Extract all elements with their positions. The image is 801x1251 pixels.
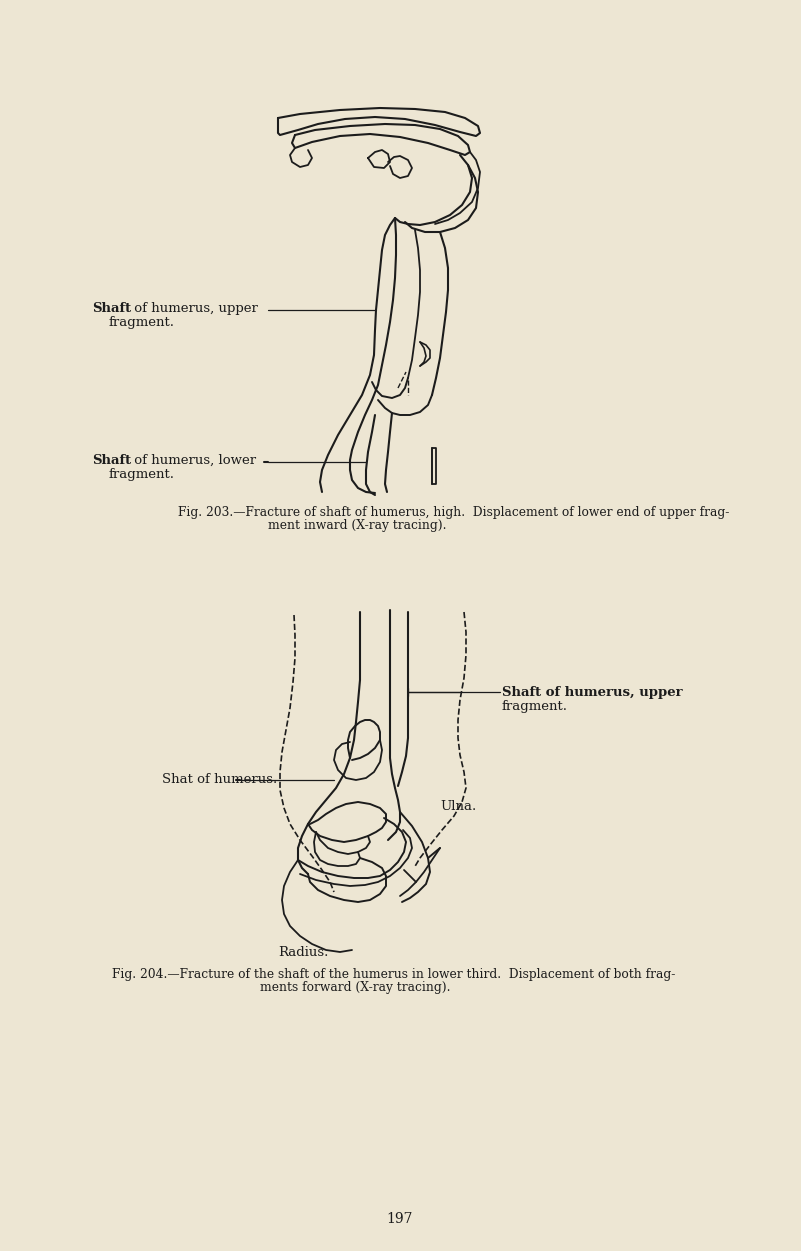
Text: Fig. 204.—Fracture of the shaft of the humerus in lower third.  Displacement of : Fig. 204.—Fracture of the shaft of the h…	[112, 968, 675, 981]
Text: Fig. 203.—Fracture of shaft of humerus, high.  Displacement of lower end of uppe: Fig. 203.—Fracture of shaft of humerus, …	[178, 505, 730, 519]
Text: ment inward (X-ray tracing).: ment inward (X-ray tracing).	[268, 519, 446, 532]
Text: Ulna.: Ulna.	[440, 799, 477, 813]
Text: Sha​t of humerus.: Sha​t of humerus.	[162, 773, 277, 786]
Text: of humerus, lower: of humerus, lower	[130, 454, 256, 467]
Text: Shaft of humerus, upper: Shaft of humerus, upper	[502, 686, 682, 699]
Text: of humerus, upper: of humerus, upper	[130, 301, 258, 315]
Text: fragment.: fragment.	[109, 317, 175, 329]
Text: fragment.: fragment.	[109, 468, 175, 480]
Text: Radius.: Radius.	[278, 946, 328, 960]
Text: fragment.: fragment.	[502, 701, 568, 713]
Text: Shaft: Shaft	[92, 301, 131, 315]
Text: Shaft: Shaft	[92, 454, 131, 467]
Text: ments forward (X-ray tracing).: ments forward (X-ray tracing).	[260, 981, 450, 995]
Text: 197: 197	[387, 1212, 413, 1226]
